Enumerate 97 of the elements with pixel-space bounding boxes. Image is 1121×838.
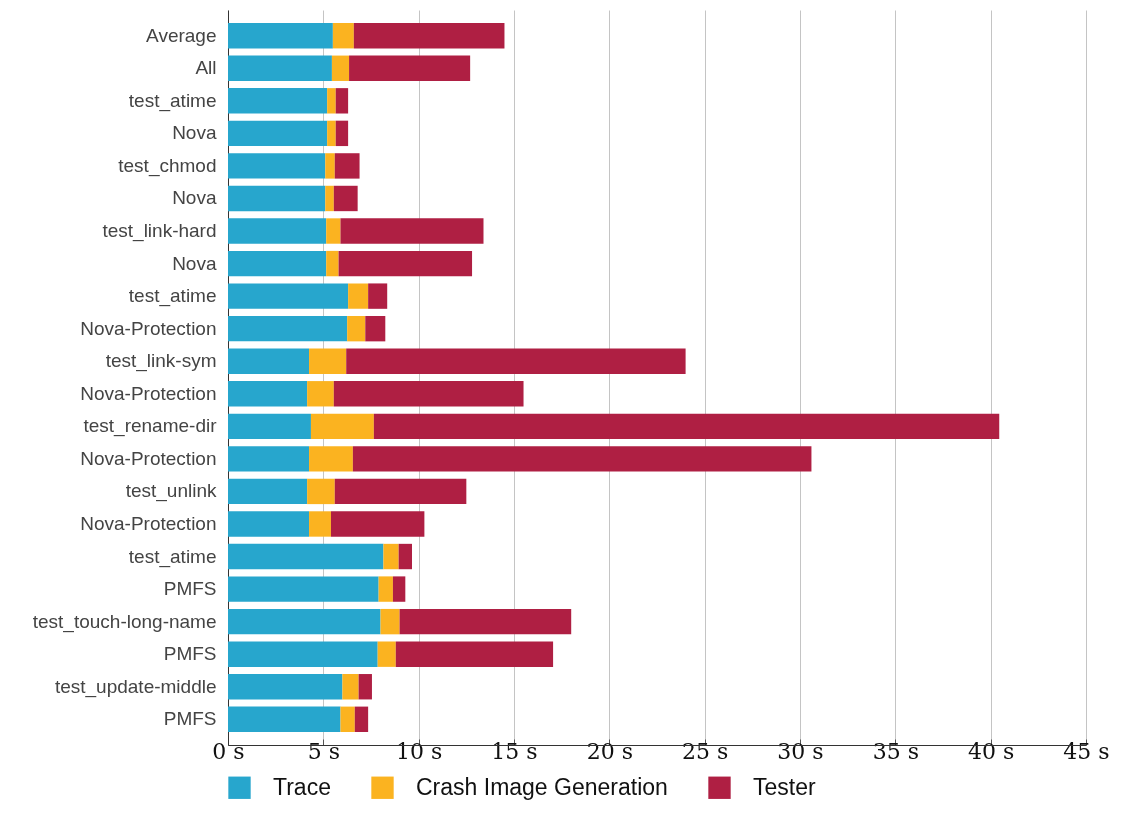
bar xyxy=(228,55,332,81)
bar xyxy=(228,88,328,114)
y-tick-label: Nova-Protection xyxy=(80,447,217,469)
x-tick-label: 15 s xyxy=(491,738,538,764)
y-tick-label: test_atime xyxy=(128,285,217,308)
legend-label: Trace xyxy=(273,773,331,800)
bar xyxy=(373,413,1000,440)
bar xyxy=(333,381,524,407)
bar xyxy=(325,153,335,179)
bar xyxy=(383,543,399,570)
y-tick-label: All xyxy=(195,57,217,79)
y-tick-label: Nova-Protection xyxy=(80,512,217,534)
bar xyxy=(228,478,308,505)
bar xyxy=(365,315,386,342)
bar xyxy=(326,250,339,277)
bar xyxy=(377,641,396,667)
bar xyxy=(309,446,353,472)
bar xyxy=(307,381,334,407)
bar xyxy=(380,608,400,635)
bar xyxy=(228,413,311,440)
bar xyxy=(338,250,473,277)
y-tick-label: test_touch-long-name xyxy=(32,610,217,633)
bar xyxy=(326,218,341,244)
bar xyxy=(327,88,336,114)
bar xyxy=(228,120,328,147)
bar xyxy=(347,315,366,342)
bar xyxy=(325,185,334,212)
bar xyxy=(228,674,343,700)
bar xyxy=(310,413,374,440)
bar xyxy=(331,55,350,81)
x-tick-label: 45 s xyxy=(1063,738,1110,764)
legend-label: Tester xyxy=(753,773,816,800)
y-tick-label: test_chmod xyxy=(118,154,217,177)
y-tick-label: test_link-hard xyxy=(102,220,217,243)
y-tick-label: test_link-sym xyxy=(105,350,217,373)
y-tick-label: Nova xyxy=(172,122,217,144)
y-tick-label: Nova-Protection xyxy=(80,382,217,404)
bar xyxy=(228,543,384,570)
bar xyxy=(228,706,341,732)
bar xyxy=(334,153,360,179)
x-tick-label: 0 s xyxy=(212,738,245,764)
bar xyxy=(228,185,326,212)
bar xyxy=(352,446,812,472)
bar xyxy=(228,218,327,244)
bar xyxy=(395,641,554,667)
y-tick-label: test_atime xyxy=(128,545,217,568)
bar xyxy=(348,283,369,309)
bar xyxy=(342,674,359,700)
y-tick-label: PMFS xyxy=(163,708,217,730)
bar xyxy=(228,511,310,537)
bar xyxy=(309,511,331,537)
y-tick-label: Average xyxy=(146,24,217,46)
bar xyxy=(398,543,412,570)
bar xyxy=(334,478,467,505)
bar xyxy=(392,576,406,602)
bar xyxy=(353,23,505,49)
bar xyxy=(228,641,378,667)
y-tick-label: test_unlink xyxy=(125,480,217,503)
bar xyxy=(228,250,327,277)
bar xyxy=(354,706,369,732)
bar xyxy=(228,576,379,602)
y-tick-label: Nova xyxy=(172,252,217,274)
y-tick-label: PMFS xyxy=(163,578,217,600)
x-tick-label: 25 s xyxy=(682,738,729,764)
bar xyxy=(333,185,358,212)
bar xyxy=(340,218,484,244)
bar xyxy=(332,23,354,49)
bar xyxy=(228,348,310,374)
bar xyxy=(228,608,381,635)
bar xyxy=(228,23,333,49)
x-tick-label: 5 s xyxy=(307,738,340,764)
bar xyxy=(228,381,308,407)
y-tick-label: test_atime xyxy=(128,89,217,112)
bar xyxy=(368,283,388,309)
bar xyxy=(349,55,471,81)
bar xyxy=(335,120,349,147)
bar xyxy=(330,511,425,537)
y-tick-label: test_rename-dir xyxy=(83,415,218,438)
legend-label: Crash Image Generation xyxy=(416,773,668,800)
y-tick-label: Nova xyxy=(172,187,217,209)
bar xyxy=(340,706,355,732)
bar xyxy=(309,348,347,374)
bar xyxy=(346,348,686,374)
bar xyxy=(335,88,349,114)
x-tick-label: 35 s xyxy=(872,738,919,764)
y-tick-label: Nova-Protection xyxy=(80,317,217,339)
bar xyxy=(307,478,335,505)
bar xyxy=(378,576,393,602)
bar xyxy=(228,446,310,472)
bar xyxy=(327,120,336,147)
bar xyxy=(228,153,326,179)
y-tick-label: PMFS xyxy=(163,643,217,665)
bar xyxy=(358,674,372,700)
bar xyxy=(228,315,348,342)
y-tick-label: test_update-middle xyxy=(54,675,217,698)
bar xyxy=(228,283,349,309)
bar xyxy=(399,608,572,635)
